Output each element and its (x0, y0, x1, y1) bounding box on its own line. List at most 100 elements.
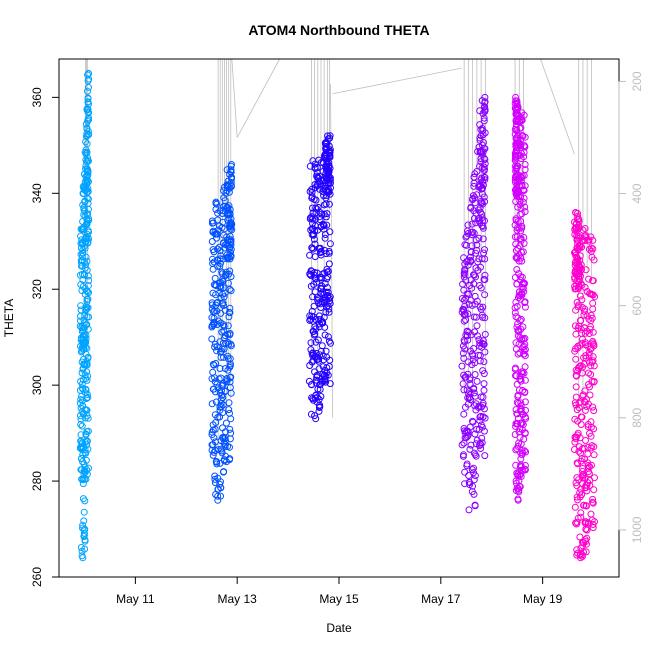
data-point (477, 263, 484, 271)
data-point (513, 266, 521, 273)
data-point (224, 210, 232, 218)
data-point (578, 339, 586, 347)
data-point (209, 246, 217, 254)
data-point (480, 117, 488, 125)
data-point (477, 158, 485, 166)
data-point (211, 228, 219, 236)
data-point (587, 423, 595, 431)
data-point (218, 391, 226, 399)
data-point (467, 296, 475, 304)
data-point (463, 327, 471, 335)
data-point (216, 207, 224, 215)
data-point (77, 443, 85, 451)
data-point (476, 417, 484, 425)
data-point (84, 87, 91, 95)
data-point (480, 380, 488, 388)
y-tick-label: 320 (30, 279, 44, 299)
data-point (513, 134, 521, 142)
data-point (467, 248, 475, 256)
data-point (217, 309, 225, 317)
data-point (512, 477, 520, 485)
data-point (587, 418, 595, 426)
data-point (477, 197, 485, 205)
data-point (585, 470, 593, 478)
data-point (461, 480, 469, 488)
y-right-tick-label: 600 (630, 295, 644, 315)
data-point (220, 322, 228, 330)
data-point (79, 521, 87, 529)
data-point (222, 270, 230, 278)
y-tick-label: 360 (30, 87, 44, 107)
y-tick-label: 300 (30, 375, 44, 395)
data-point (316, 209, 324, 216)
data-point (518, 257, 526, 265)
y-right-tick-label: 800 (630, 407, 644, 427)
data-point (516, 349, 524, 357)
data-point (223, 375, 231, 382)
data-point (85, 83, 92, 91)
data-point (468, 220, 476, 228)
data-point (512, 187, 520, 194)
y-tick-label: 280 (30, 471, 44, 491)
data-point (309, 204, 316, 212)
data-point (85, 178, 92, 186)
data-point (478, 185, 486, 193)
data-point (80, 533, 88, 541)
data-point (226, 435, 234, 443)
pressure-connector (236, 58, 280, 138)
data-point (78, 422, 86, 430)
data-point (85, 289, 92, 297)
data-point (216, 247, 224, 255)
data-point (315, 357, 323, 365)
data-point (85, 217, 93, 224)
data-point (512, 247, 520, 255)
data-point (572, 383, 580, 391)
data-point (519, 248, 527, 256)
data-point (322, 140, 330, 148)
data-point (85, 114, 92, 122)
data-point (208, 400, 216, 408)
data-point (212, 205, 220, 213)
x-axis-label: Date (326, 621, 352, 635)
data-point (475, 234, 483, 242)
data-point (225, 313, 233, 321)
y-right-tick-label: 1000 (630, 516, 644, 543)
data-point (586, 391, 594, 399)
data-point (472, 273, 479, 281)
data-point (220, 302, 228, 310)
data-point (460, 354, 468, 362)
data-point (574, 514, 582, 522)
data-point (222, 428, 229, 436)
data-point (571, 415, 579, 423)
data-point (521, 376, 529, 384)
data-point (83, 179, 91, 187)
data-point (519, 132, 527, 140)
data-point (307, 339, 315, 347)
data-point (210, 281, 218, 289)
data-point (513, 111, 521, 119)
data-point (462, 233, 470, 241)
data-point (208, 335, 216, 343)
data-point (80, 517, 88, 525)
data-point (313, 356, 321, 364)
data-point (481, 276, 489, 284)
data-point (589, 521, 597, 528)
data-point (590, 486, 598, 494)
data-point (217, 348, 224, 356)
pressure-connector (540, 58, 575, 155)
data-point (222, 268, 230, 276)
pressure-connector (231, 58, 238, 138)
data-point (226, 373, 234, 381)
data-point (209, 441, 217, 449)
data-point (514, 203, 522, 211)
data-point (326, 356, 334, 364)
data-point (313, 278, 321, 286)
data-point (321, 331, 329, 339)
data-point (220, 353, 227, 361)
data-point (307, 410, 315, 418)
data-point (209, 426, 217, 434)
data-point (326, 240, 334, 248)
data-point (479, 181, 487, 189)
data-point (472, 452, 480, 460)
data-point (83, 376, 91, 384)
